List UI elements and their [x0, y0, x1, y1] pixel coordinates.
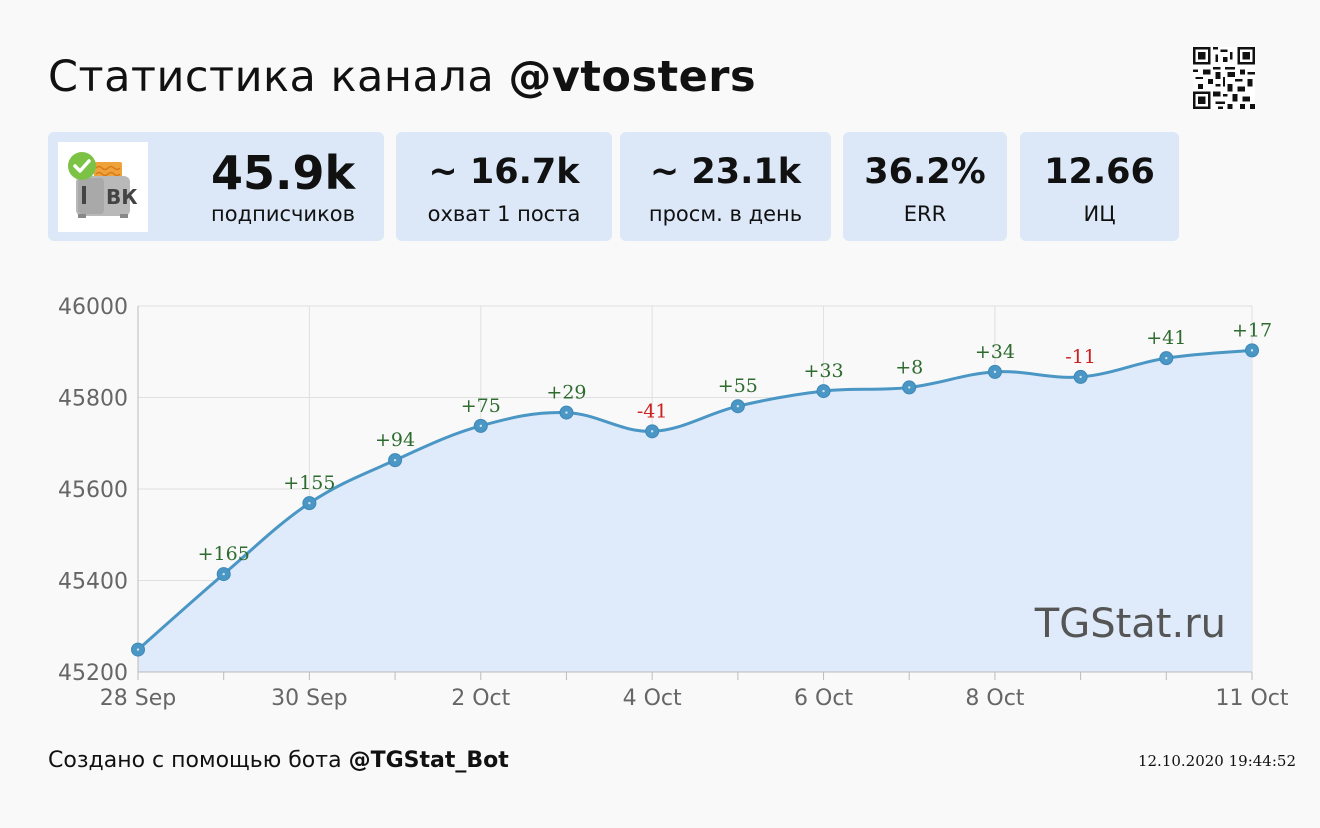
stat-value: ~ 16.7k	[428, 152, 580, 192]
stat-label: просм. в день	[648, 202, 803, 226]
data-point-center	[479, 424, 482, 428]
title-prefix: Статистика канала	[48, 52, 495, 102]
x-tick-label: 30 Sep	[271, 686, 347, 711]
delta-label: +17	[1232, 319, 1272, 341]
data-point-center	[1165, 356, 1168, 360]
avatar-text: ВК	[106, 185, 138, 209]
generated-timestamp: 12.10.2020 19:44:52	[1137, 752, 1296, 770]
qr-code-icon	[1193, 47, 1255, 109]
data-point-center	[393, 458, 397, 462]
delta-label: +41	[1146, 327, 1186, 349]
data-point-center	[993, 370, 997, 374]
stat-label: охват 1 поста	[427, 202, 581, 226]
stat-card-daily-views: ~ 23.1k просм. в день	[620, 132, 831, 241]
stat-value: 45.9k	[210, 146, 356, 200]
delta-label: +34	[975, 341, 1015, 363]
data-point-center	[736, 404, 740, 408]
delta-label: +75	[461, 395, 501, 417]
delta-label: +155	[283, 472, 335, 494]
delta-label: +8	[895, 356, 923, 378]
x-tick-label: 28 Sep	[100, 686, 176, 711]
data-point-center	[308, 501, 311, 505]
delta-label: +55	[718, 375, 758, 397]
x-tick-label: 11 Oct	[1215, 686, 1288, 711]
data-point-center	[222, 572, 225, 576]
y-tick-label: 45600	[58, 478, 128, 503]
y-axis-ticks: 45200 45400 45600 45800 46000	[58, 295, 128, 686]
stat-value: ~ 23.1k	[649, 152, 802, 192]
stat-card-err: 36.2% ERR	[843, 132, 1007, 241]
stat-label: ИЦ	[1083, 202, 1116, 226]
chart-delta-labels: +165 +155 +94 +75 +29 -41 +55 +33 +8 +34 -11 +41 +17	[198, 319, 1272, 565]
x-axis-ticks: 28 Sep 30 Sep 2 Oct 4 Oct 6 Oct 8 Oct 11 Oct	[100, 686, 1289, 711]
stat-card-subscribers: ВК 45.9k подписчиков	[48, 132, 384, 241]
data-point-center	[1079, 375, 1082, 379]
data-point-center	[1250, 349, 1254, 352]
stat-card-citation-index: 12.66 ИЦ	[1020, 132, 1179, 241]
stat-value: 36.2%	[864, 152, 986, 192]
stat-label: подписчиков	[211, 202, 355, 226]
stat-label: ERR	[903, 202, 947, 226]
watermark: TGStat.ru	[1034, 601, 1226, 647]
data-point-center	[908, 386, 911, 389]
data-point-center	[650, 430, 654, 433]
y-tick-label: 45400	[58, 570, 128, 595]
x-tick-label: 2 Oct	[451, 686, 510, 711]
stat-card-reach: ~ 16.7k охват 1 поста	[396, 132, 612, 241]
bot-link[interactable]: @TGStat_Bot	[348, 748, 509, 773]
chart-axes	[137, 306, 1253, 680]
delta-label: +165	[198, 543, 250, 565]
footer-credit: Создано с помощью бота @TGStat_Bot	[48, 748, 509, 773]
stat-value: 12.66	[1044, 152, 1155, 192]
data-point-center	[822, 389, 825, 393]
footer-prefix: Создано с помощью бота	[48, 748, 342, 773]
page-title: Статистика канала @vtosters	[48, 52, 756, 102]
x-tick-label: 8 Oct	[965, 686, 1024, 711]
delta-label: +94	[375, 429, 415, 451]
delta-label: +29	[546, 382, 586, 404]
y-tick-label: 46000	[58, 295, 128, 320]
delta-label: -41	[637, 400, 668, 422]
chart-points	[131, 343, 1259, 657]
y-tick-label: 45800	[58, 387, 128, 412]
x-tick-label: 4 Oct	[623, 686, 682, 711]
y-tick-label: 45200	[58, 661, 128, 686]
delta-label: -11	[1065, 346, 1096, 368]
x-tick-label: 6 Oct	[794, 686, 853, 711]
channel-handle[interactable]: @vtosters	[508, 52, 757, 102]
data-point-center	[136, 648, 140, 651]
delta-label: +33	[803, 360, 843, 382]
chart-area	[138, 350, 1252, 672]
vk-toaster-verified-icon: ВК	[68, 152, 138, 218]
data-point-center	[565, 411, 568, 414]
channel-avatar[interactable]: ВК	[58, 142, 148, 232]
